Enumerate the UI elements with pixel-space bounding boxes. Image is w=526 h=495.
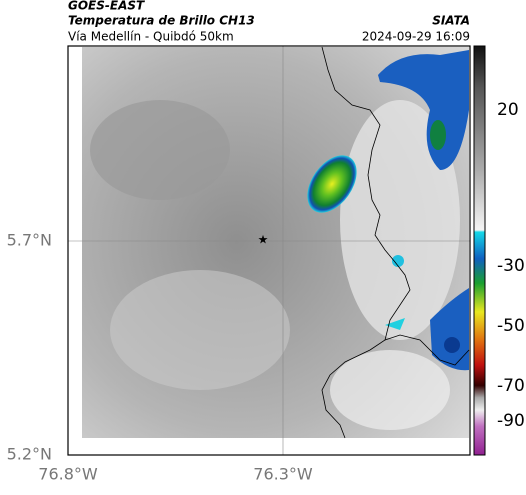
svg-text:★: ★ [258,233,269,247]
datetime: 2024-09-29 16:09 [362,30,470,44]
source-title: GOES-EAST [68,0,145,13]
y-axis-label: 5.7°N [7,231,52,250]
y-axis-label: 5.2°N [7,445,52,464]
colorbar-label: -50 [497,316,525,336]
colorbar [473,45,486,456]
colorbar-label: 20 [497,100,519,120]
x-axis-label: 76.8°W [38,465,98,484]
product-title: Temperatura de Brillo CH13 [68,14,255,28]
colorbar-label: -70 [497,376,525,396]
agency-title: SIATA [432,14,470,28]
map-frame [67,45,471,456]
region-subtitle: Vía Medellín - Quibdó 50km [68,30,234,44]
x-axis-label: 76.3°W [253,465,313,484]
colorbar-label: -30 [497,256,525,276]
satellite-image: ★ [68,46,470,455]
colorbar-label: -90 [497,411,525,431]
